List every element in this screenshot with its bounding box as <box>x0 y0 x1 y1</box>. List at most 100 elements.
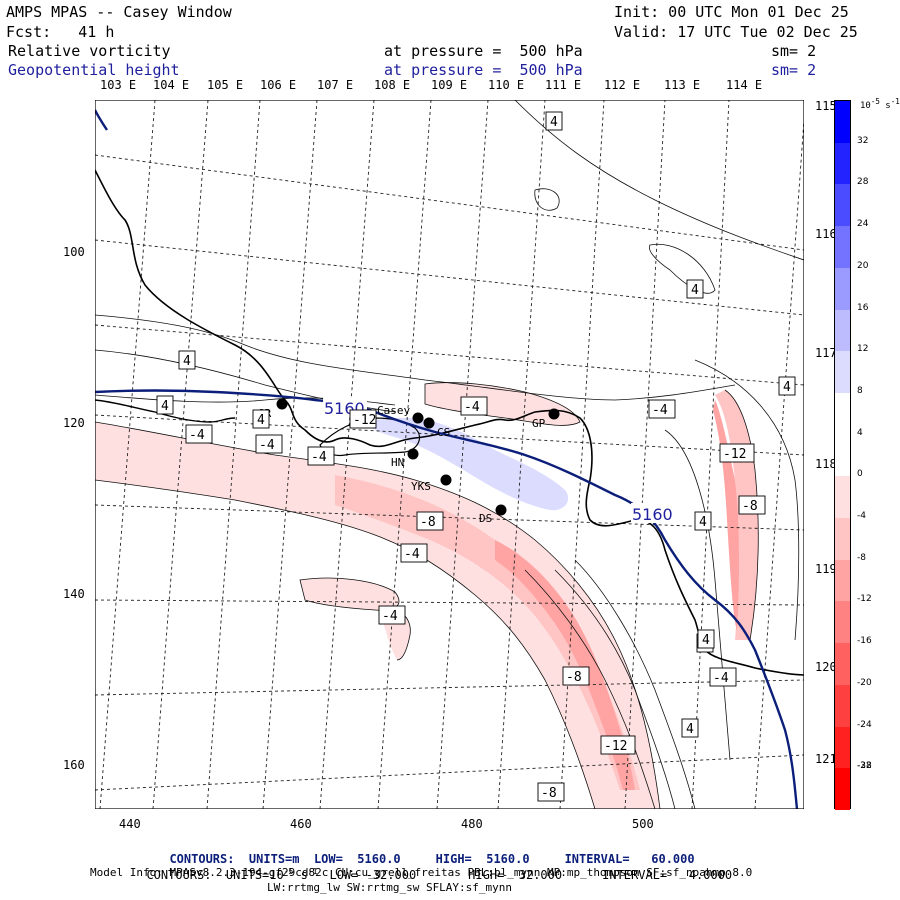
lon-label: 105 E <box>207 78 244 92</box>
y-tick-label: 120 <box>63 416 85 430</box>
colorbar-cell <box>835 726 850 769</box>
footer-model-info-2: LW:rrtmg_lw SW:rrtmg_sw SFLAY:sf_mynn <box>267 881 513 894</box>
colorbar-cell <box>835 601 850 644</box>
colorbar-label: 0 <box>857 469 863 480</box>
colorbar-cell <box>835 226 850 268</box>
station-markers <box>276 398 560 516</box>
station-ds <box>495 504 507 516</box>
x-tick-label: 440 <box>119 817 141 831</box>
lon-label: 107 E <box>317 78 354 92</box>
colorbar-cell <box>835 142 850 185</box>
vort-label: -8 <box>566 670 582 685</box>
lon-label: 108 E <box>374 78 411 92</box>
valid-time: Valid: 17 UTC Tue 02 Dec 25 <box>614 23 858 41</box>
vort-label-group: 4 4 4 4 4 4 4 4 4 -4 -4 -4 -4 -4 -4 -4 -… <box>156 111 796 802</box>
vort-label: -12 <box>353 413 376 428</box>
vort-label: 4 <box>691 283 699 298</box>
y-tick-label: 160 <box>63 758 85 772</box>
vort-label: -12 <box>723 447 746 462</box>
station-label: DS <box>479 512 492 525</box>
lon-label: 114 E <box>726 78 763 92</box>
colorbar-label: -12 <box>857 594 872 605</box>
colorbar-label: 24 <box>857 219 869 230</box>
lon-label: 112 E <box>604 78 641 92</box>
colorbar-cell <box>835 351 850 393</box>
colorbar-cell <box>835 684 850 727</box>
y-tick-label: 140 <box>63 587 85 601</box>
colorbar-label: -8 <box>857 552 866 563</box>
vort-label: 4 <box>699 515 707 530</box>
colorbar-label: -24 <box>857 719 872 730</box>
y-tick-label: 100 <box>63 245 85 259</box>
station-gp <box>548 408 560 420</box>
vorticity-negative-shade-5 <box>713 400 740 630</box>
vorticity-negative-shade-7 <box>300 578 399 611</box>
colorbar-label: 32 <box>857 135 869 146</box>
lon-label: 110 E <box>488 78 525 92</box>
vort-label: -4 <box>404 547 420 562</box>
colorbar-label: 8 <box>857 385 863 396</box>
vort-label: -4 <box>713 671 729 686</box>
vort-label: -4 <box>382 609 398 624</box>
colorbar-label: -20 <box>857 677 872 688</box>
colorbar-cell <box>835 518 850 560</box>
colorbar-cell <box>835 643 850 685</box>
colorbar-label: 20 <box>857 260 869 271</box>
vort-label: -4 <box>189 428 205 443</box>
colorbar-label: -32 <box>857 761 872 772</box>
colorbar-label: -28 <box>857 761 872 772</box>
colorbar <box>834 100 851 810</box>
colorbar-cell <box>835 267 850 310</box>
vort-label: -4 <box>259 438 275 453</box>
vort-label: -8 <box>742 499 758 514</box>
colorbar-cell <box>835 184 850 227</box>
lon-label: 109 E <box>431 78 468 92</box>
station-label: Casey <box>377 404 410 417</box>
field2-smoothing: sm= 2 <box>771 61 817 79</box>
forecast-hour: Fcst: 41 h <box>6 23 115 41</box>
colorbar-cell <box>835 434 850 477</box>
footer-vort-contours: CONTOURS: UNITS=10-5 s-1 LOW= -32.000 HIGH… <box>146 867 733 882</box>
vort-label: -4 <box>464 400 480 415</box>
vort-label: 4 <box>257 413 265 428</box>
colorbar-cell <box>835 309 850 352</box>
init-time: Init: 00 UTC Mon 01 Dec 25 <box>614 3 849 21</box>
vort-label: 4 <box>550 115 558 130</box>
vorticity-negative-shade-2 <box>335 475 640 790</box>
vort-label: -4 <box>652 403 668 418</box>
footer-model-info: Model Info: MPASv8.2.3-194-gf29cd82c CU:… <box>90 866 753 879</box>
x-tick-label: 500 <box>632 817 654 831</box>
vort-label: -8 <box>541 786 557 801</box>
field1-name: Relative vorticity <box>8 42 171 60</box>
map-title: AMPS MPAS -- Casey Window <box>6 3 232 21</box>
station-yks <box>440 474 452 486</box>
lon-label: 103 E <box>100 78 137 92</box>
colorbar-label: -16 <box>857 636 872 647</box>
field1-level: at pressure = 500 hPa <box>384 42 583 60</box>
colorbar-label: 28 <box>857 177 869 188</box>
station-cs <box>423 417 435 429</box>
station-sr <box>276 398 288 410</box>
footer-height-contours: CONTOURS: UNITS=m LOW= 5160.0 HIGH= 5160.… <box>169 852 695 866</box>
lon-label: 104 E <box>153 78 190 92</box>
colorbar-cell <box>835 768 850 810</box>
colorbar-label: 16 <box>857 302 869 313</box>
field2-level: at pressure = 500 hPa <box>384 61 583 79</box>
x-tick-label: 480 <box>461 817 483 831</box>
vort-label: 4 <box>702 633 710 648</box>
station-label: CS <box>437 426 450 439</box>
colorbar-cell <box>835 101 850 143</box>
lon-label: 111 E <box>545 78 582 92</box>
vorticity-contours <box>95 100 804 809</box>
colorbar-cell <box>835 559 850 602</box>
height-contour-5160-fragment <box>95 109 108 131</box>
station-label: GP <box>532 417 546 430</box>
vort-label: 4 <box>783 380 791 395</box>
lon-label: 113 E <box>664 78 701 92</box>
lon-label: 106 E <box>260 78 297 92</box>
colorbar-label: 4 <box>857 427 863 438</box>
field1-smoothing: sm= 2 <box>771 42 817 60</box>
coastline-2 <box>95 399 236 423</box>
colorbar-cell <box>835 392 850 435</box>
vort-label: -4 <box>311 450 327 465</box>
